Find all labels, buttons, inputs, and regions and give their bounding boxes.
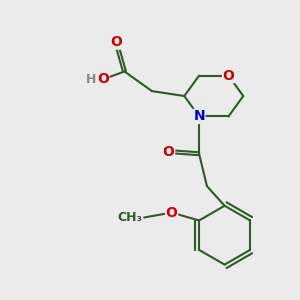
Text: CH₃: CH₃ [117, 211, 142, 224]
Text: N: N [193, 110, 205, 123]
Text: O: O [163, 145, 175, 159]
Text: O: O [223, 69, 235, 82]
Text: H: H [86, 73, 96, 86]
Text: O: O [111, 35, 123, 49]
Text: O: O [166, 206, 178, 220]
Text: O: O [97, 72, 109, 86]
